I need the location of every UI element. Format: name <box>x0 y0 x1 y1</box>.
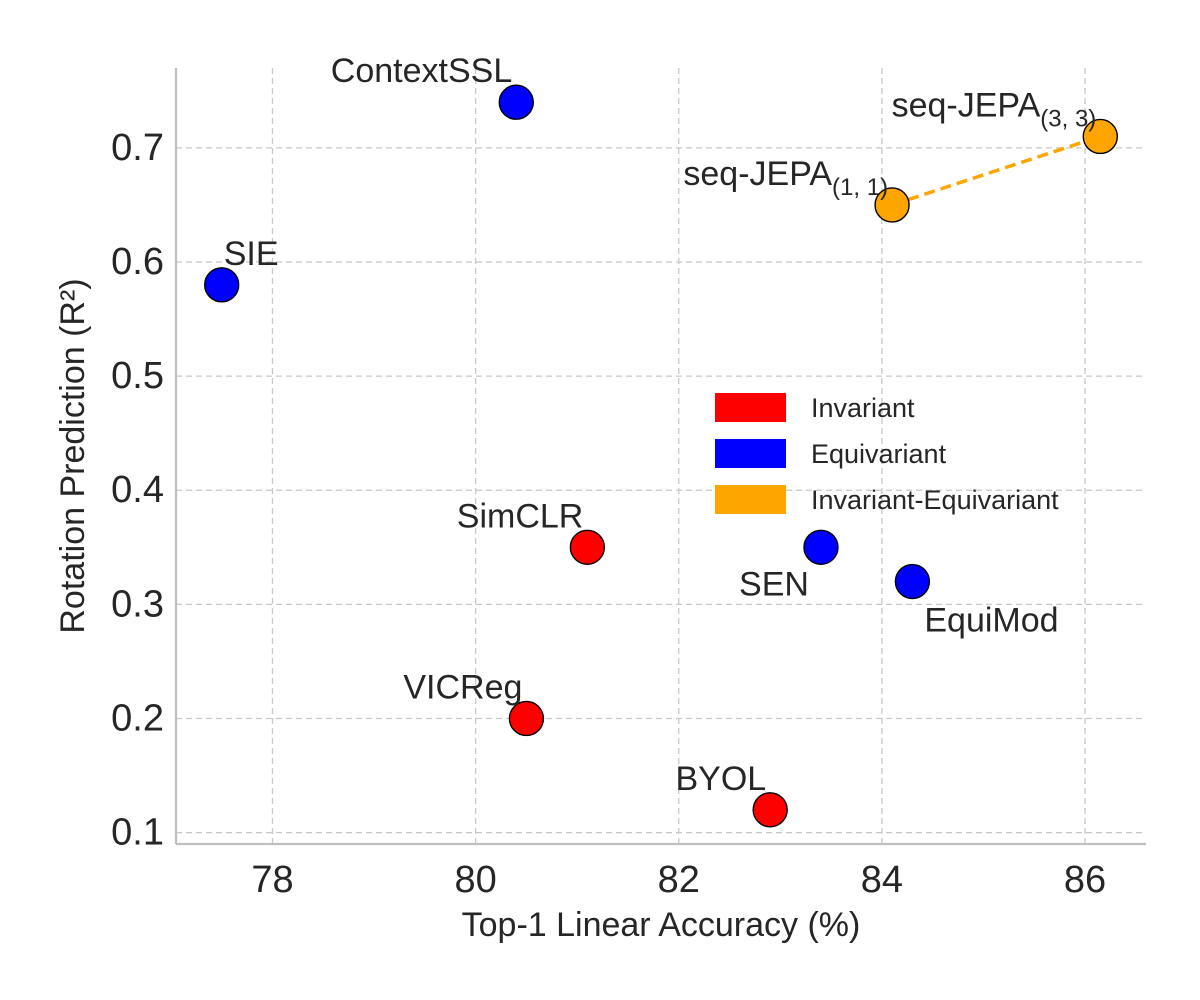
x-tick-labels: 78 80 82 84 86 <box>251 859 1106 901</box>
point-label: ContextSSL <box>331 52 512 90</box>
x-tick-label: 84 <box>861 859 903 901</box>
x-tick-label: 86 <box>1064 859 1106 901</box>
legend: Invariant Equivariant Invariant-Equivarian… <box>715 393 1059 515</box>
point-label: SEN <box>739 565 809 603</box>
scatter-point <box>803 529 839 565</box>
legend-swatch <box>715 393 786 422</box>
point-label-text: SEN <box>739 565 809 603</box>
scatter-point <box>874 187 910 223</box>
legend-label: Equivariant <box>811 439 947 469</box>
y-tick-label: 0.6 <box>111 241 164 283</box>
point-label-subscript: (3, 3) <box>1040 105 1096 132</box>
x-axis-title: Top-1 Linear Accuracy (%) <box>462 906 861 944</box>
connector-line <box>891 134 1101 207</box>
scatter-point <box>752 792 788 828</box>
axes <box>174 68 1146 846</box>
legend-label: Invariant-Equivariant <box>811 485 1059 515</box>
point-label-text: seq-JEPA <box>683 155 832 193</box>
point-label-text: ContextSSL <box>331 52 512 90</box>
point-labels: ContextSSL SIE SEN EquiMod SimCLR VICReg BYOL s… <box>224 52 1097 798</box>
y-tick-label: 0.7 <box>111 127 164 169</box>
legend-swatch <box>715 485 786 514</box>
point-label: SIE <box>224 235 279 273</box>
point-label: SimCLR <box>457 497 584 535</box>
legend-swatch <box>715 439 786 468</box>
point-label-text: EquiMod <box>924 602 1058 640</box>
x-tick-label: 80 <box>454 859 496 901</box>
y-tick-label: 0.1 <box>111 812 164 854</box>
y-tick-labels: 0.1 0.2 0.3 0.4 0.5 0.6 0.7 <box>111 127 164 854</box>
scatter-point <box>204 267 240 303</box>
point-label-text: SIE <box>224 235 279 273</box>
scatter-point <box>894 563 931 600</box>
x-tick-label: 82 <box>658 859 700 901</box>
connector-lines <box>891 134 1101 207</box>
x-tick-label: 78 <box>251 859 293 901</box>
point-label-subscript: (1, 1) <box>832 174 888 201</box>
point-label-text: BYOL <box>675 760 766 798</box>
data-points <box>204 84 1118 828</box>
scatter-point <box>508 700 545 737</box>
point-label-text: seq-JEPA <box>892 86 1041 124</box>
point-label: seq-JEPA(3, 3) <box>892 86 1097 132</box>
point-label: seq-JEPA(1, 1) <box>683 155 888 201</box>
scatter-point <box>569 529 606 565</box>
point-label-text: VICReg <box>403 668 522 706</box>
legend-label: Invariant <box>811 393 915 423</box>
scatter-point <box>498 84 534 120</box>
y-tick-label: 0.3 <box>111 583 164 625</box>
point-label: VICReg <box>403 668 522 706</box>
y-tick-label: 0.5 <box>111 355 164 397</box>
y-tick-label: 0.2 <box>111 697 164 739</box>
y-axis-title: Rotation Prediction (R²) <box>54 278 92 633</box>
y-tick-label: 0.4 <box>111 469 164 511</box>
point-label: BYOL <box>675 760 766 798</box>
point-label-text: SimCLR <box>457 497 584 535</box>
point-label: EquiMod <box>924 602 1058 640</box>
scatter-point <box>1082 118 1118 155</box>
grid <box>176 68 1146 844</box>
